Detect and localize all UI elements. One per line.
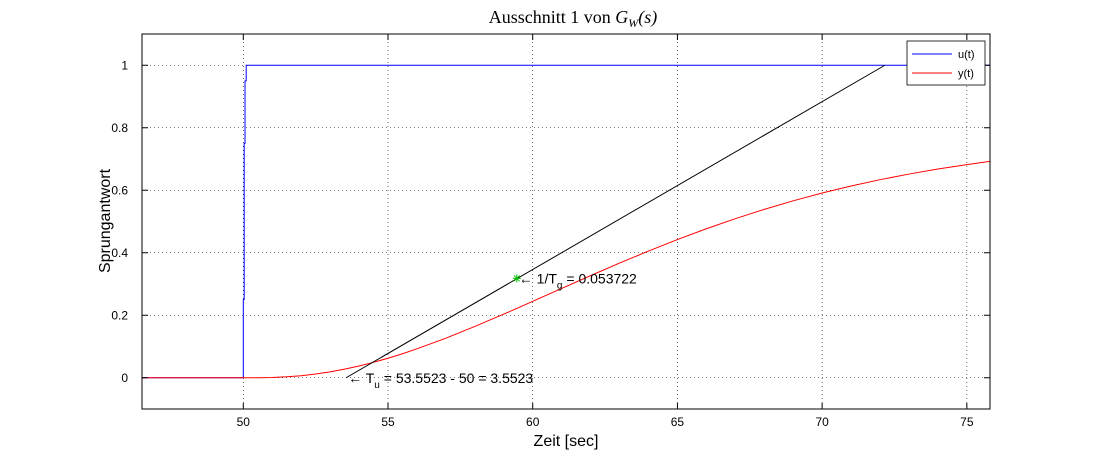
- legend-label-u: u(t): [958, 49, 975, 61]
- y-tick-label: 0.8: [111, 121, 128, 135]
- y-axis-label: Sprungantwort: [97, 168, 114, 273]
- series-u-line: [142, 64, 990, 379]
- y-tick-label: 1: [121, 58, 128, 72]
- plot-area: 50 55 60 65 70 75 0 0.2 0.4 0.6 0.8 1: [111, 33, 991, 429]
- x-tick-label: 75: [960, 415, 974, 429]
- y-tick-label: 0.4: [111, 246, 128, 260]
- tangent-line: [345, 64, 886, 379]
- y-tick-label: 0.2: [111, 308, 128, 322]
- x-tick-label: 70: [815, 415, 829, 429]
- x-tick-label: 50: [237, 415, 251, 429]
- x-tick-label: 60: [526, 415, 540, 429]
- x-tick-label: 55: [381, 415, 395, 429]
- annotation-tu: ← Tu = 53.5523 - 50 = 3.5523: [348, 370, 533, 391]
- x-tick-label: 65: [671, 415, 685, 429]
- y-tick-label: 0.6: [111, 183, 128, 197]
- inflection-point-marker: [512, 274, 521, 283]
- x-axis-label: Zeit [sec]: [534, 433, 599, 450]
- annotation-tg: ← 1/Tg = 0.053722: [519, 270, 637, 291]
- y-tick-label: 0: [121, 371, 128, 385]
- ticks: 50 55 60 65 70 75 0 0.2 0.4 0.6 0.8 1: [111, 34, 990, 429]
- series-y-line: [142, 160, 991, 379]
- marker-layer: [512, 274, 521, 283]
- legend-box: [906, 40, 986, 86]
- axes-frame: [141, 33, 991, 410]
- chart-title: Ausschnitt 1 von GW(s): [489, 7, 658, 30]
- axes-box: [142, 34, 990, 409]
- annotation-layer: ← 1/Tg = 0.053722 ← Tu = 53.5523 - 50 = 3…: [348, 270, 637, 390]
- legend-label-y: y(t): [958, 68, 974, 80]
- legend: u(t) y(t): [906, 40, 986, 86]
- series-layer: [142, 64, 991, 379]
